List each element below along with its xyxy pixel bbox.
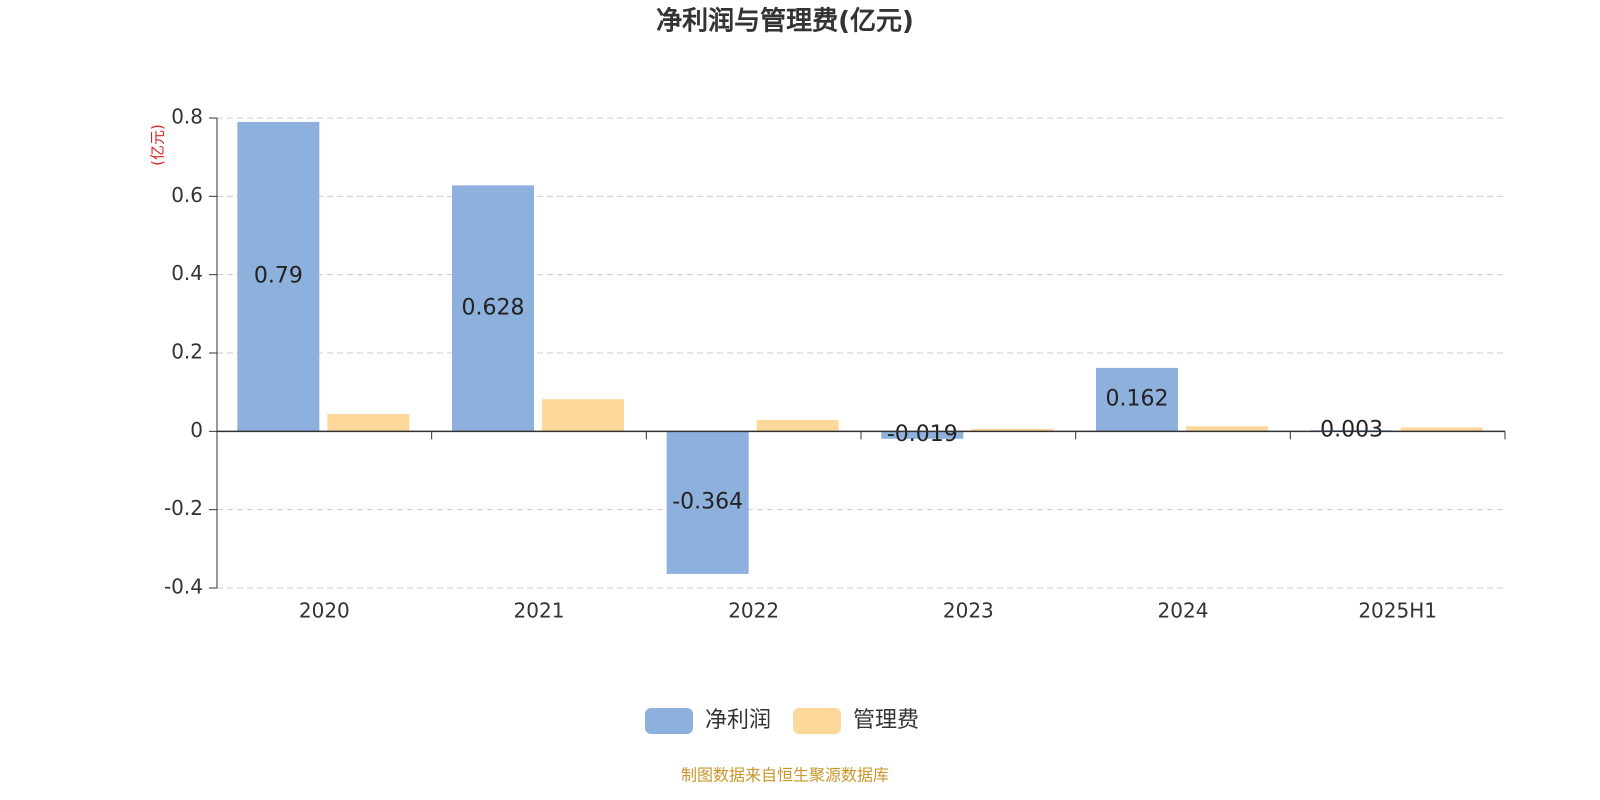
legend-swatch <box>645 708 693 734</box>
legend-label: 净利润 <box>705 708 771 733</box>
y-tick-label: 0.2 <box>171 340 203 364</box>
data-label: 0.003 <box>1320 418 1383 443</box>
x-tick-label: 2024 <box>1158 599 1209 623</box>
bar <box>666 431 749 574</box>
bar <box>1186 426 1268 432</box>
bar <box>327 414 410 432</box>
bar <box>452 185 534 432</box>
bar <box>1096 367 1178 432</box>
data-label: -0.364 <box>672 490 743 515</box>
source-note: 制图数据来自恒生聚源数据库 <box>681 766 889 785</box>
y-tick-label: 0.6 <box>171 183 203 207</box>
x-tick-label: 2023 <box>943 599 994 623</box>
x-tick-label: 2025H1 <box>1358 599 1437 623</box>
bar <box>756 419 839 432</box>
bar <box>237 121 320 432</box>
y-tick-label: 0.4 <box>171 261 203 285</box>
bar <box>1400 427 1483 432</box>
bar <box>542 399 624 432</box>
data-label: 0.628 <box>462 295 525 320</box>
legend-label: 管理费 <box>853 708 919 733</box>
data-label: 0.79 <box>254 264 303 289</box>
x-tick-label: 2022 <box>728 599 779 623</box>
y-axis-label: (亿元) <box>149 124 167 166</box>
bar <box>971 428 1054 432</box>
data-label: 0.162 <box>1106 387 1169 412</box>
y-tick-label: 0.8 <box>171 105 203 129</box>
y-tick-label: -0.2 <box>164 496 203 520</box>
x-tick-label: 2021 <box>514 599 565 623</box>
x-tick-label: 2020 <box>299 599 350 623</box>
data-label: -0.019 <box>887 422 958 447</box>
bar <box>881 431 964 439</box>
legend-swatch <box>793 708 842 734</box>
chart-title: 净利润与管理费(亿元) <box>656 6 914 37</box>
y-tick-label: 0 <box>190 418 203 442</box>
y-tick-label: -0.4 <box>164 575 203 599</box>
